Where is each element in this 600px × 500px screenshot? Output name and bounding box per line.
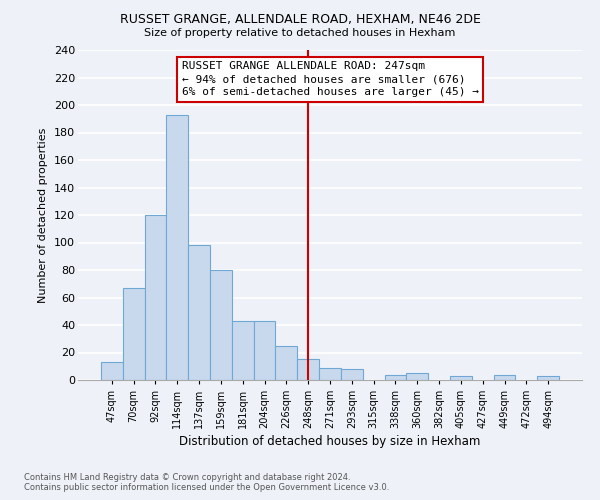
Bar: [232, 321, 254, 380]
Bar: [341, 369, 363, 380]
Bar: [254, 321, 275, 380]
Bar: [188, 245, 210, 380]
Bar: [406, 373, 428, 380]
Bar: [537, 376, 559, 380]
Text: Contains HM Land Registry data © Crown copyright and database right 2024.
Contai: Contains HM Land Registry data © Crown c…: [24, 473, 389, 492]
Text: RUSSET GRANGE, ALLENDALE ROAD, HEXHAM, NE46 2DE: RUSSET GRANGE, ALLENDALE ROAD, HEXHAM, N…: [119, 12, 481, 26]
Bar: [275, 346, 297, 380]
Bar: [145, 215, 166, 380]
Bar: [385, 374, 406, 380]
Bar: [494, 374, 515, 380]
X-axis label: Distribution of detached houses by size in Hexham: Distribution of detached houses by size …: [179, 436, 481, 448]
Bar: [123, 288, 145, 380]
Text: Size of property relative to detached houses in Hexham: Size of property relative to detached ho…: [145, 28, 455, 38]
Bar: [450, 376, 472, 380]
Bar: [319, 368, 341, 380]
Bar: [210, 270, 232, 380]
Bar: [297, 360, 319, 380]
Y-axis label: Number of detached properties: Number of detached properties: [38, 128, 49, 302]
Bar: [101, 362, 123, 380]
Bar: [166, 114, 188, 380]
Text: RUSSET GRANGE ALLENDALE ROAD: 247sqm
← 94% of detached houses are smaller (676)
: RUSSET GRANGE ALLENDALE ROAD: 247sqm ← 9…: [182, 61, 479, 98]
